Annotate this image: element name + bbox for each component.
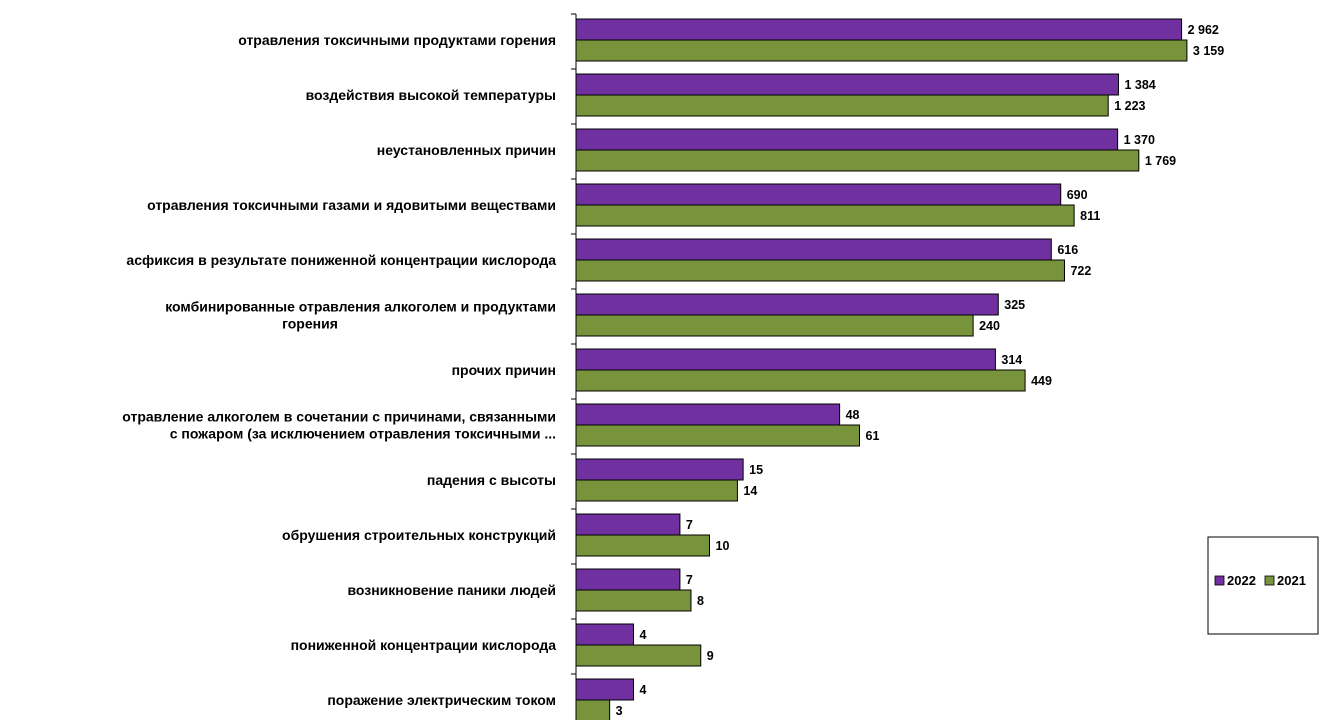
- data-label-2021: 9: [707, 649, 714, 663]
- bar-2022: [575, 128, 1119, 151]
- data-label-2022: 690: [1067, 188, 1088, 202]
- category-label: поражение электрическим током: [327, 692, 556, 708]
- bar-2021: [575, 204, 1075, 227]
- data-label-2021: 722: [1070, 264, 1091, 278]
- data-label-2022: 7: [686, 518, 693, 532]
- bar-2022: [575, 293, 999, 316]
- legend-swatch-2022: [1214, 575, 1225, 586]
- bar-2021: [575, 149, 1140, 172]
- bar-2022: [575, 568, 681, 591]
- data-label-2022: 2 962: [1188, 23, 1219, 37]
- data-label-2021: 811: [1080, 209, 1100, 223]
- bar-2021: [575, 534, 711, 557]
- data-label-2021: 1 769: [1145, 154, 1176, 168]
- legend-label-2021: 2021: [1277, 573, 1306, 588]
- data-label-2022: 1 384: [1124, 78, 1155, 92]
- data-label-2022: 4: [639, 628, 646, 642]
- legend-box: [1207, 536, 1319, 635]
- category-label: отравления токсичными газами и ядовитыми…: [147, 197, 556, 213]
- bar-2021: [575, 94, 1109, 117]
- bar-2022: [575, 623, 634, 646]
- bar-2021: [575, 369, 1026, 392]
- bar-2021: [575, 479, 738, 502]
- data-label-2022: 616: [1057, 243, 1078, 257]
- bar-2022: [575, 403, 841, 426]
- category-label: обрушения строительных конструкций: [282, 527, 556, 543]
- bar-2021: [575, 589, 692, 612]
- bar-2021: [575, 424, 861, 447]
- legend-label-2022: 2022: [1227, 573, 1256, 588]
- bar-2022: [575, 513, 681, 536]
- labels-layer: отравления токсичными продуктами горения…: [122, 23, 1224, 718]
- data-label-2021: 3 159: [1193, 44, 1224, 58]
- category-label: возникновение паники людей: [347, 582, 556, 598]
- category-label: асфиксия в результате пониженной концент…: [126, 252, 556, 268]
- legend: 2022 2021: [1207, 536, 1319, 635]
- data-label-2022: 314: [1001, 353, 1022, 367]
- data-label-2021: 3: [616, 704, 623, 718]
- data-label-2022: 7: [686, 573, 693, 587]
- bar-2022: [575, 458, 744, 481]
- category-label: пониженной концентрации кислорода: [291, 637, 557, 653]
- data-label-2021: 240: [979, 319, 1000, 333]
- axis-layer: [571, 13, 577, 720]
- bar-2022: [575, 183, 1062, 206]
- data-label-2021: 449: [1031, 374, 1052, 388]
- bar-2021: [575, 699, 611, 720]
- legend-swatch-2021: [1264, 575, 1275, 586]
- category-label: неустановленных причин: [377, 142, 556, 158]
- bar-2022: [575, 678, 634, 701]
- data-label-2021: 8: [697, 594, 704, 608]
- data-label-2022: 48: [846, 408, 860, 422]
- bar-2022: [575, 348, 996, 371]
- category-label: прочих причин: [452, 362, 556, 378]
- data-label-2022: 325: [1004, 298, 1025, 312]
- category-label: воздействия высокой температуры: [306, 87, 556, 103]
- bar-2022: [575, 18, 1183, 41]
- category-label: отравление алкоголем в сочетании с причи…: [122, 409, 556, 442]
- data-label-2021: 1 223: [1114, 99, 1145, 113]
- bar-2021: [575, 39, 1188, 62]
- data-label-2021: 14: [743, 484, 757, 498]
- data-label-2021: 61: [866, 429, 880, 443]
- bar-2021: [575, 259, 1065, 282]
- bar-2021: [575, 314, 974, 337]
- bars-layer: [575, 18, 1188, 720]
- data-label-2021: 10: [716, 539, 730, 553]
- category-label: падения с высоты: [427, 472, 556, 488]
- data-label-2022: 15: [749, 463, 763, 477]
- category-label: отравления токсичными продуктами горения: [238, 32, 556, 48]
- data-label-2022: 1 370: [1124, 133, 1155, 147]
- category-label: комбинированные отравления алкоголем и п…: [165, 299, 556, 332]
- bar-2021: [575, 644, 702, 667]
- bar-2022: [575, 73, 1119, 96]
- bar-2022: [575, 238, 1052, 261]
- data-label-2022: 4: [639, 683, 646, 697]
